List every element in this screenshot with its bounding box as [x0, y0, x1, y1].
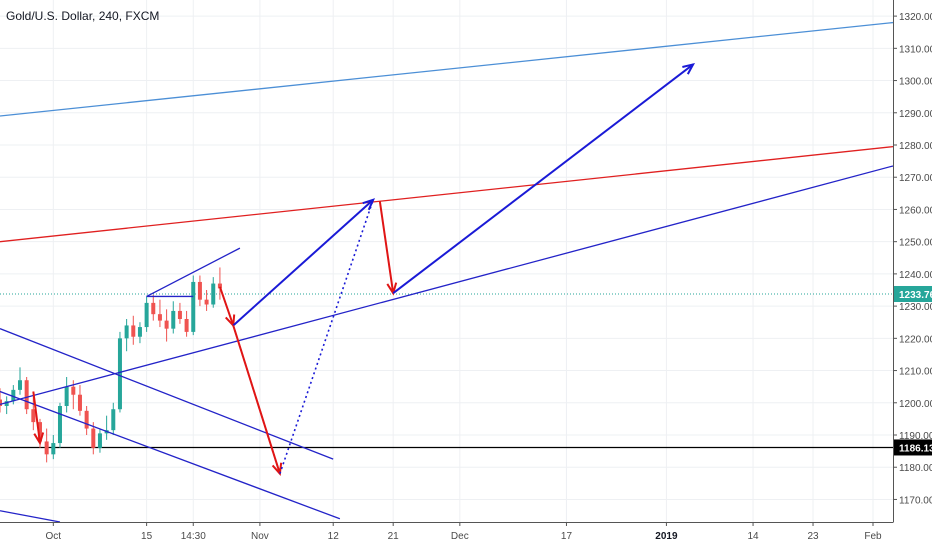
candle-body [37, 422, 42, 442]
candle-body [144, 302, 149, 328]
candle-body [177, 310, 182, 319]
candle-body [157, 314, 162, 321]
x-tick-label: 2019 [655, 531, 678, 542]
x-tick-label: Dec [451, 531, 469, 542]
candle-body [57, 406, 62, 444]
x-tick-label: 14 [747, 531, 759, 542]
candle-body [164, 320, 169, 329]
trend-line-falling-channel-upper [0, 328, 334, 460]
y-tick-label: 1170.00 [899, 495, 932, 506]
candle-body [24, 380, 29, 410]
candle-body [197, 281, 202, 300]
chart-title: Gold/U.S. Dollar, 240, FXCM [6, 9, 160, 23]
y-tick-label: 1290.00 [899, 109, 932, 120]
candle-body [84, 410, 89, 429]
y-tick-label: 1200.00 [899, 399, 932, 410]
x-tick-label: 21 [388, 531, 400, 542]
trend-lines-group [0, 21, 894, 523]
candle-body [71, 386, 76, 395]
candle-body [4, 401, 9, 406]
current_price-badge [894, 285, 932, 302]
arrow-up-dotted [279, 199, 374, 474]
x-tick-label: 15 [141, 531, 153, 542]
candle-body [64, 386, 69, 406]
candle-body [191, 281, 196, 332]
x-axis-panel [0, 522, 932, 550]
candle-body [11, 389, 16, 402]
trend-line-upper-light-blue [0, 21, 894, 117]
x-tick-label: Oct [46, 531, 62, 542]
y-tick-label: 1240.00 [899, 270, 932, 281]
current_price-badge-label: 1233.76 [899, 290, 932, 301]
x-tick-label: 23 [807, 531, 819, 542]
arrows-group [32, 62, 696, 477]
candle-body [111, 409, 116, 431]
x-tick-label: 12 [328, 531, 340, 542]
y-tick-label: 1250.00 [899, 238, 932, 249]
trend-line-rising-support [0, 165, 894, 406]
trend-line-red-resistance [0, 145, 894, 243]
y-tick-label: 1220.00 [899, 334, 932, 345]
y-tick-label: 1180.00 [899, 463, 932, 474]
y-tick-label: 1210.00 [899, 367, 932, 378]
candle-body [137, 327, 142, 337]
candle-body [17, 380, 22, 390]
arrow-up-big-head [682, 62, 696, 75]
candles-group [0, 267, 222, 463]
trend-line-wedge-upper [146, 247, 241, 298]
x-tick-label: Nov [251, 531, 269, 542]
candle-body [97, 433, 102, 448]
x-tick-label: 17 [561, 531, 573, 542]
y-tick-label: 1260.00 [899, 205, 932, 216]
candle-body [31, 409, 36, 423]
arrow-down-early [32, 391, 41, 444]
arrow-down-dotted [232, 325, 281, 474]
candle-body [151, 302, 156, 315]
arrow-up-1-head [362, 198, 376, 211]
candle-body [0, 399, 2, 406]
y-tick-label: 1230.00 [899, 302, 932, 313]
candle-body [77, 394, 82, 411]
arrow-down-early-head [33, 432, 45, 446]
support-badge-label: 1186.13 [899, 443, 932, 454]
candle-body [184, 319, 189, 332]
arrow-up-big [392, 63, 694, 295]
y-tick-label: 1190.00 [899, 431, 932, 442]
candle-body [204, 299, 209, 305]
y-tick-label: 1310.00 [899, 44, 932, 55]
arrow-down-2 [378, 201, 395, 294]
y-tick-label: 1300.00 [899, 77, 932, 88]
x-tick-label: Feb [864, 531, 882, 542]
candle-body [124, 325, 129, 339]
trend-line-falling-channel-lower [0, 390, 341, 520]
support-badge [894, 439, 932, 456]
arrow-up-1 [232, 199, 374, 327]
y-axis-panel [893, 0, 932, 550]
candle-body [91, 428, 96, 448]
candle-body [211, 283, 216, 305]
x-tick-label: 14:30 [181, 531, 206, 542]
y-tick-label: 1320.00 [899, 12, 932, 23]
arrow-down-wedge [218, 286, 235, 326]
candle-body [131, 325, 136, 337]
y-tick-label: 1280.00 [899, 141, 932, 152]
candle-body [117, 338, 122, 410]
candle-body [44, 441, 49, 455]
trend-line-falling-channel-bottom [0, 510, 61, 523]
candle-body [171, 310, 176, 329]
candle-body [51, 443, 56, 455]
candle-body [217, 283, 222, 289]
y-tick-label: 1270.00 [899, 173, 932, 184]
